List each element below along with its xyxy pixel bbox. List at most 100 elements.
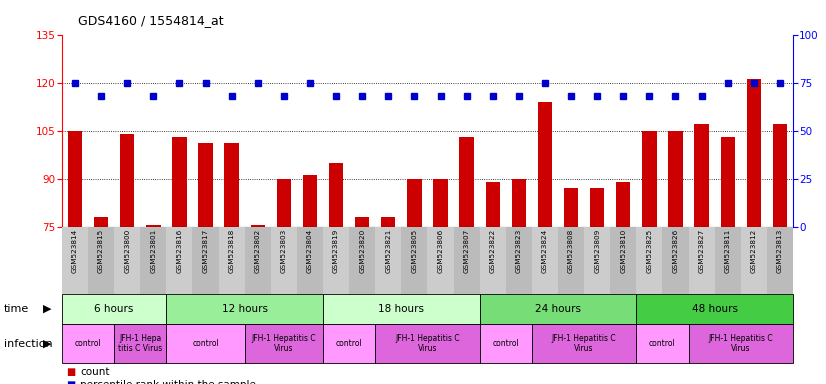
Bar: [198, 143, 213, 227]
Text: 6 hours: 6 hours: [94, 304, 134, 314]
Bar: [689, 227, 714, 294]
Bar: [720, 137, 735, 227]
Text: GSM523824: GSM523824: [542, 228, 548, 273]
Text: GSM523813: GSM523813: [777, 228, 783, 273]
Text: time: time: [4, 304, 30, 314]
Bar: [114, 324, 166, 363]
Bar: [407, 179, 421, 227]
Text: ▶: ▶: [43, 339, 51, 349]
Text: 48 hours: 48 hours: [691, 304, 738, 314]
Text: GSM523815: GSM523815: [98, 228, 104, 273]
Text: count: count: [80, 367, 110, 377]
Text: control: control: [192, 339, 219, 348]
Text: GSM523803: GSM523803: [281, 228, 287, 273]
Text: GSM523823: GSM523823: [515, 228, 522, 273]
Bar: [747, 79, 761, 227]
Bar: [375, 324, 480, 363]
Bar: [401, 227, 428, 294]
Text: GSM523805: GSM523805: [411, 228, 417, 273]
Text: GSM523808: GSM523808: [568, 228, 574, 273]
Bar: [173, 137, 187, 227]
Bar: [271, 227, 297, 294]
Bar: [564, 188, 578, 227]
Text: GSM523804: GSM523804: [307, 228, 313, 273]
Bar: [146, 225, 160, 227]
Bar: [62, 294, 166, 324]
Text: GSM523801: GSM523801: [150, 228, 156, 273]
Bar: [244, 324, 323, 363]
Bar: [636, 324, 689, 363]
Bar: [668, 131, 682, 227]
Text: GSM523822: GSM523822: [490, 228, 496, 273]
Text: GSM523826: GSM523826: [672, 228, 678, 273]
Text: GSM523825: GSM523825: [647, 228, 653, 273]
Bar: [303, 175, 317, 227]
Bar: [636, 227, 662, 294]
Bar: [480, 227, 506, 294]
Bar: [244, 227, 271, 294]
Bar: [114, 227, 140, 294]
Bar: [166, 227, 192, 294]
Text: GSM523819: GSM523819: [333, 228, 339, 273]
Bar: [323, 227, 349, 294]
Bar: [323, 324, 375, 363]
Text: GSM523816: GSM523816: [177, 228, 183, 273]
Bar: [741, 227, 767, 294]
Text: infection: infection: [4, 339, 53, 349]
Bar: [590, 188, 605, 227]
Bar: [62, 324, 114, 363]
Bar: [120, 134, 135, 227]
Bar: [584, 227, 610, 294]
Text: 18 hours: 18 hours: [378, 304, 425, 314]
Bar: [381, 217, 396, 227]
Bar: [532, 324, 636, 363]
Bar: [453, 227, 480, 294]
Bar: [642, 131, 657, 227]
Bar: [434, 179, 448, 227]
Bar: [538, 102, 552, 227]
Text: JFH-1 Hepa
titis C Virus: JFH-1 Hepa titis C Virus: [118, 334, 163, 353]
Bar: [375, 227, 401, 294]
Text: GSM523814: GSM523814: [72, 228, 78, 273]
Text: ■: ■: [66, 367, 75, 377]
Bar: [88, 227, 114, 294]
Bar: [297, 227, 323, 294]
Bar: [192, 227, 219, 294]
Text: GSM523802: GSM523802: [254, 228, 261, 273]
Bar: [480, 324, 532, 363]
Bar: [277, 179, 291, 227]
Text: control: control: [492, 339, 520, 348]
Bar: [68, 131, 82, 227]
Text: control: control: [335, 339, 363, 348]
Bar: [486, 182, 500, 227]
Text: GSM523818: GSM523818: [229, 228, 235, 273]
Text: GSM523817: GSM523817: [202, 228, 208, 273]
Text: GSM523811: GSM523811: [724, 228, 731, 273]
Text: GSM523809: GSM523809: [594, 228, 601, 273]
Bar: [689, 324, 793, 363]
Bar: [225, 143, 239, 227]
Text: control: control: [649, 339, 676, 348]
Text: JFH-1 Hepatitis C
Virus: JFH-1 Hepatitis C Virus: [395, 334, 460, 353]
Bar: [323, 294, 480, 324]
Bar: [773, 124, 787, 227]
Text: GSM523812: GSM523812: [751, 228, 757, 273]
Bar: [610, 227, 636, 294]
Bar: [166, 324, 244, 363]
Text: JFH-1 Hepatitis C
Virus: JFH-1 Hepatitis C Virus: [552, 334, 616, 353]
Bar: [166, 294, 323, 324]
Text: control: control: [74, 339, 102, 348]
Bar: [532, 227, 558, 294]
Bar: [511, 179, 526, 227]
Text: GSM523820: GSM523820: [359, 228, 365, 273]
Bar: [695, 124, 709, 227]
Bar: [355, 217, 369, 227]
Text: 12 hours: 12 hours: [221, 304, 268, 314]
Bar: [140, 227, 166, 294]
Text: 24 hours: 24 hours: [535, 304, 581, 314]
Bar: [329, 162, 344, 227]
Bar: [506, 227, 532, 294]
Bar: [558, 227, 584, 294]
Bar: [459, 137, 474, 227]
Bar: [428, 227, 453, 294]
